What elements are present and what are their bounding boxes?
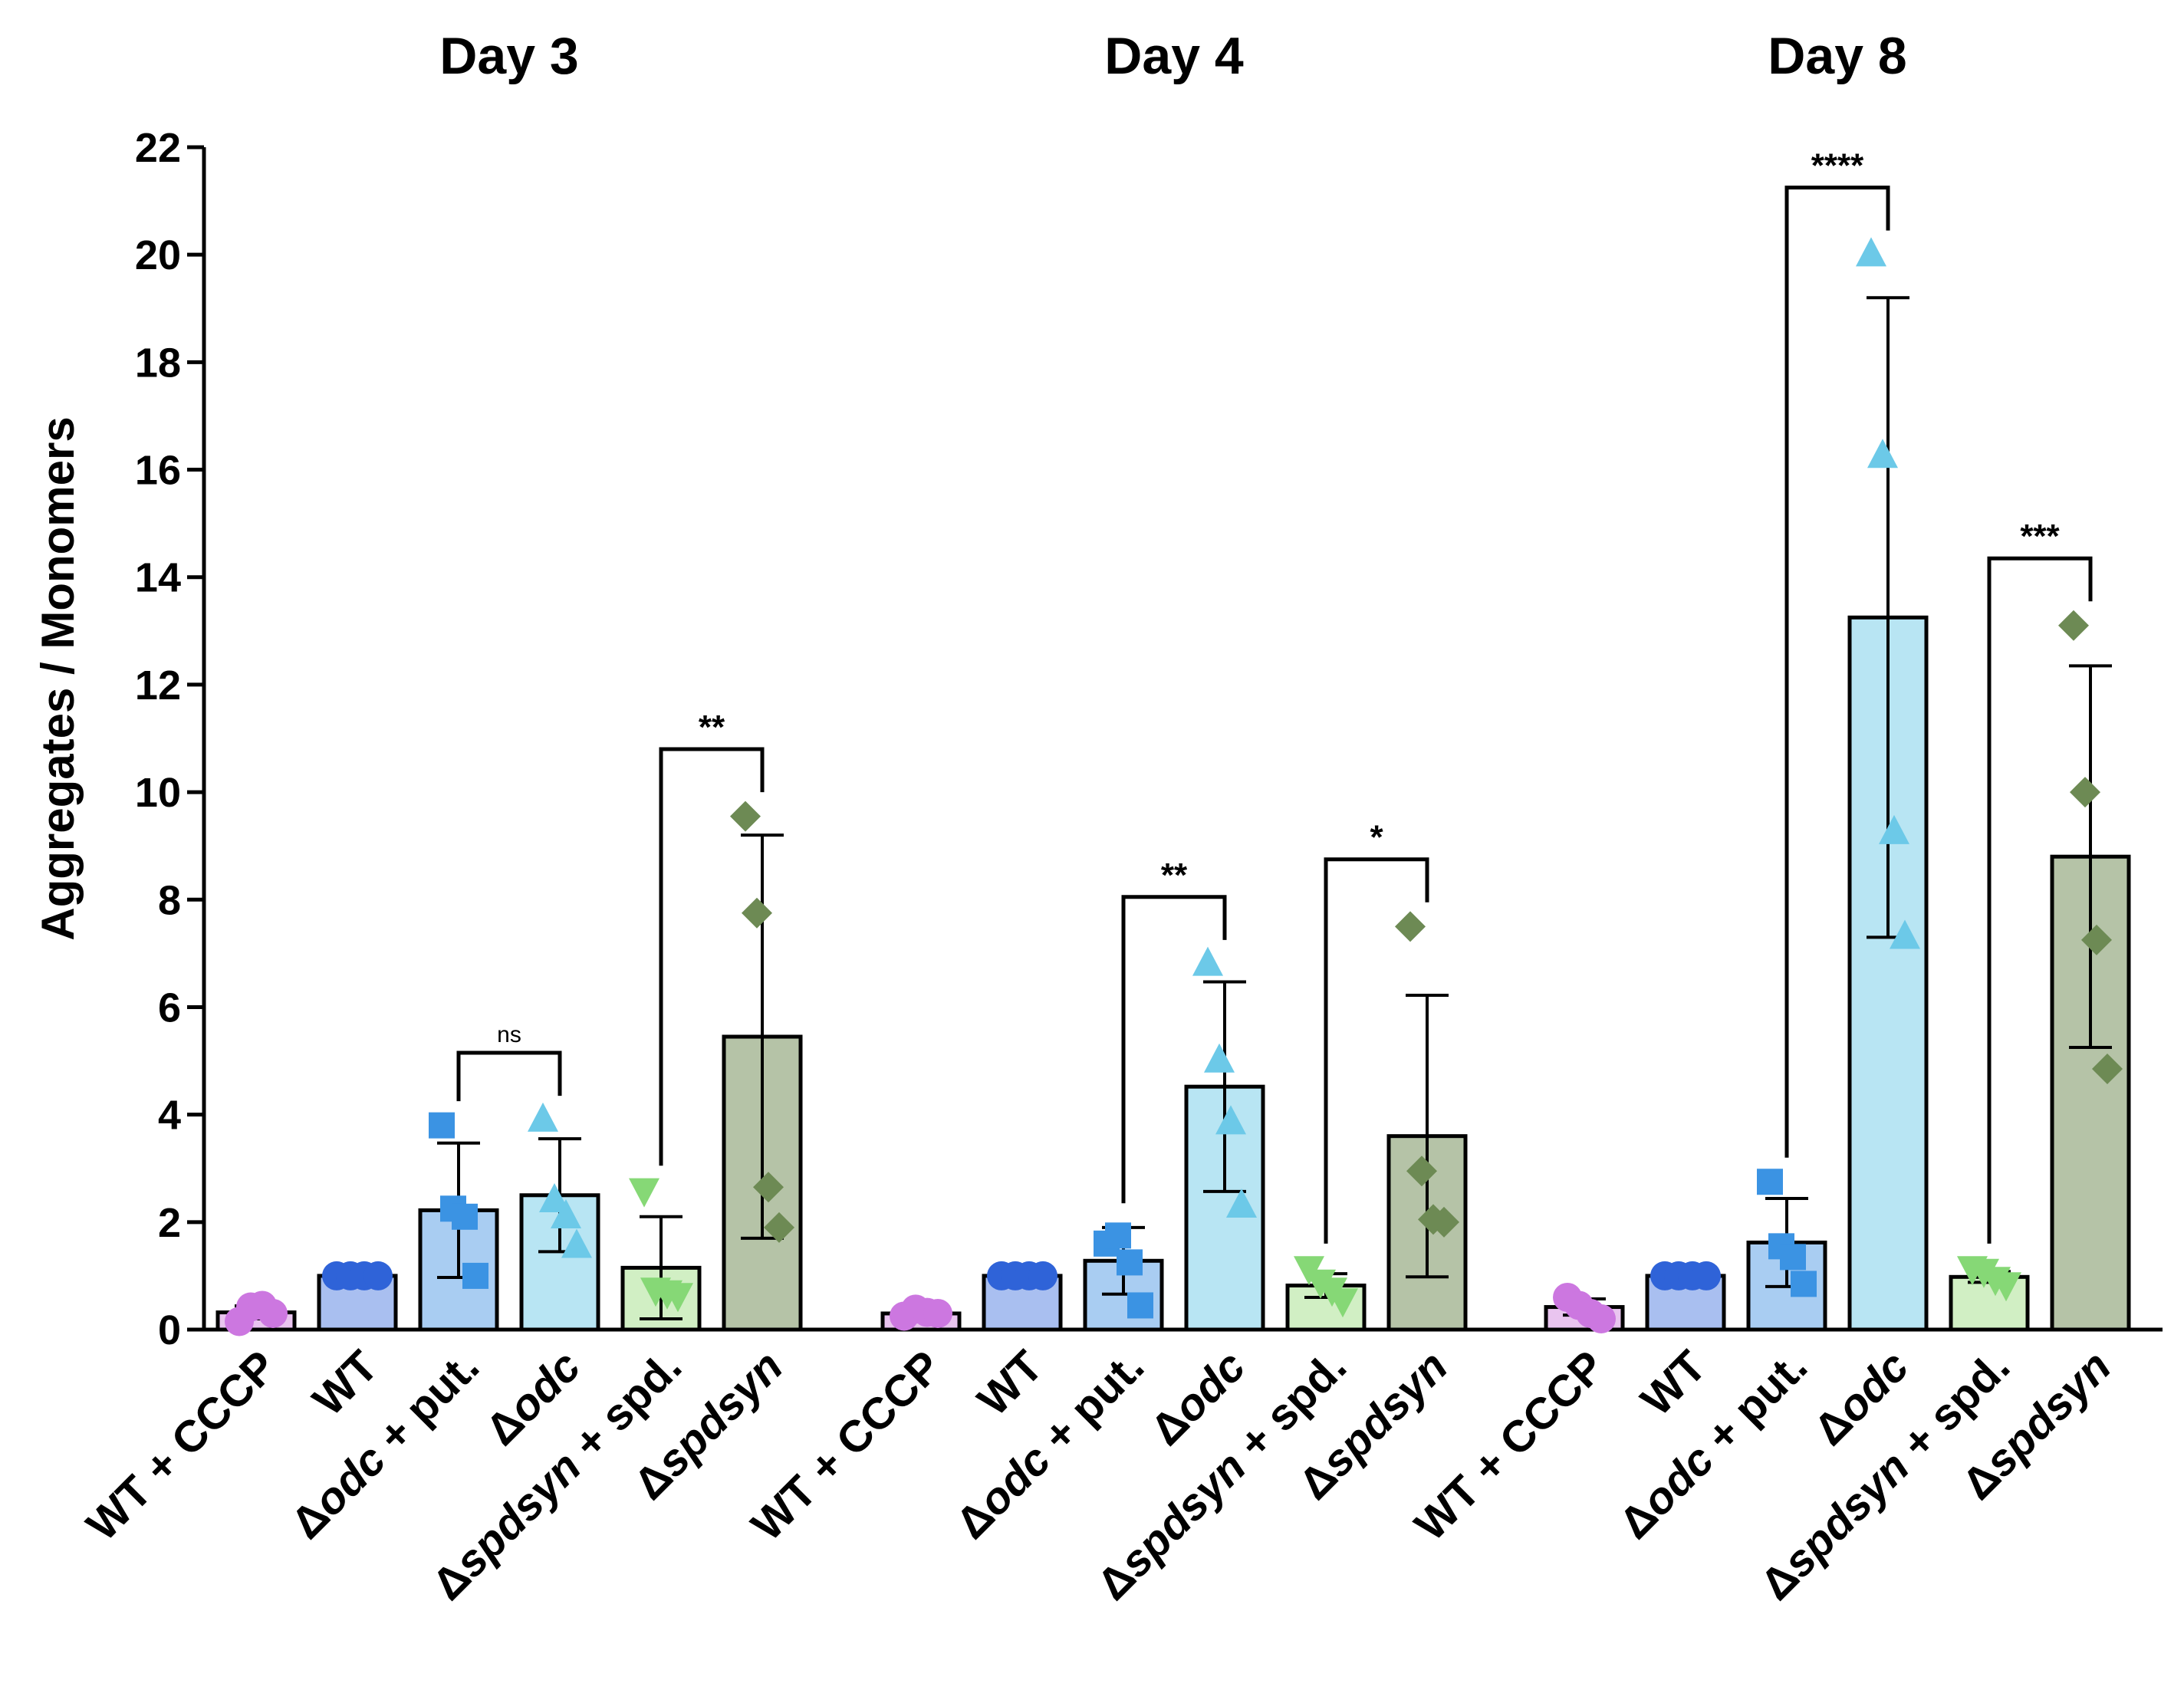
data-point <box>1856 237 1886 267</box>
y-tick-label: 0 <box>158 1307 181 1353</box>
data-point <box>1991 1272 2021 1302</box>
y-tick-label: 10 <box>135 770 181 816</box>
data-point <box>528 1102 558 1132</box>
significance-bracket <box>1987 556 2093 1244</box>
x-tick-label: WT <box>303 1341 387 1425</box>
data-point <box>753 1172 784 1203</box>
data-point <box>462 1262 488 1289</box>
x-tick-label-part: WT <box>968 1341 1052 1425</box>
data-point <box>1429 1206 1459 1238</box>
significance-label: ** <box>1161 856 1188 894</box>
data-point <box>629 1178 659 1208</box>
data-point <box>551 1199 581 1229</box>
x-tick-label: WT + CCCP <box>77 1341 287 1550</box>
significance-bracket <box>1324 857 1429 1244</box>
significance-label: ** <box>699 708 725 746</box>
data-point <box>1890 919 1920 949</box>
data-point <box>1226 1188 1257 1218</box>
data-point <box>1757 1169 1783 1195</box>
y-tick-label: 16 <box>135 448 181 494</box>
data-point <box>1117 1249 1143 1276</box>
significance-label: *** <box>2020 518 2060 555</box>
data-point <box>1867 439 1898 468</box>
significance-label: **** <box>1811 147 1864 185</box>
x-tick-label-part: spdsyn <box>446 1442 591 1587</box>
group-title: Day 3 <box>439 27 578 85</box>
data-point <box>1215 1105 1246 1135</box>
data-points <box>225 237 2123 1336</box>
data-point <box>2092 1054 2123 1085</box>
significance-label: * <box>1370 819 1383 856</box>
data-point <box>561 1228 592 1258</box>
data-point <box>429 1112 455 1139</box>
x-tick-label: WT <box>1631 1341 1715 1425</box>
y-tick-label: 2 <box>158 1200 181 1246</box>
y-tick-label: 4 <box>158 1093 181 1139</box>
data-point <box>1692 1261 1721 1290</box>
data-point <box>663 1283 693 1313</box>
y-tick-label: 6 <box>158 985 181 1031</box>
x-tick-label: WT <box>968 1341 1052 1425</box>
data-point <box>1327 1288 1358 1318</box>
x-tick-label: Δodc + put. <box>281 1341 488 1548</box>
bar <box>1949 1274 2030 1332</box>
significance-bracket <box>456 1050 562 1102</box>
data-point <box>363 1261 393 1290</box>
significance-bracket <box>1784 186 1890 1158</box>
x-tick-label-part: + put. <box>360 1341 488 1470</box>
y-tick-label: 20 <box>135 232 181 278</box>
group-title: Day 4 <box>1104 27 1244 85</box>
data-point <box>1204 1043 1235 1073</box>
data-point <box>452 1203 478 1230</box>
significance-label: ns <box>497 1022 521 1047</box>
bars <box>215 615 2131 1332</box>
significance-bracket <box>1121 895 1227 1204</box>
significance-bracket <box>659 747 765 1166</box>
y-tick-label: 14 <box>135 555 181 601</box>
data-point <box>1105 1222 1131 1249</box>
data-point <box>1028 1261 1057 1290</box>
x-tick-label-part: + put. <box>1025 1341 1153 1470</box>
x-tick-label: Δodc + put. <box>1610 1341 1817 1548</box>
data-point <box>1780 1244 1806 1271</box>
data-point <box>539 1182 570 1212</box>
data-point <box>923 1298 952 1328</box>
x-tick-label-part: WT <box>1631 1341 1715 1425</box>
y-tick-label: 8 <box>158 877 181 923</box>
x-tick-label-part: spdsyn <box>1774 1442 1919 1587</box>
group-titles: Day 3 Day 4 Day 8 <box>439 27 1906 85</box>
data-point <box>1587 1304 1616 1333</box>
data-point <box>1879 814 1909 844</box>
x-tick-label: Δodc + put. <box>946 1341 1153 1548</box>
x-tick-label-part: + put. <box>1688 1341 1817 1470</box>
data-point <box>1406 1156 1437 1187</box>
data-point <box>2058 610 2089 641</box>
data-point <box>730 801 761 832</box>
data-point <box>258 1298 288 1328</box>
x-tick-label-part: WT <box>303 1341 387 1425</box>
data-point <box>742 897 772 929</box>
y-tick-label: 12 <box>135 662 181 708</box>
y-tick-label: 22 <box>135 125 181 171</box>
data-point <box>2070 777 2100 808</box>
data-point <box>1791 1271 1817 1297</box>
data-point <box>2081 924 2112 955</box>
significance-brackets: ns************ <box>456 147 2093 1244</box>
data-point <box>1127 1292 1153 1319</box>
x-tick-label-part: WT + CCCP <box>77 1341 287 1550</box>
data-point <box>1395 911 1426 942</box>
y-axis-label: Aggregates / Monomers <box>32 416 84 940</box>
error-bars <box>235 296 2112 1320</box>
data-point <box>764 1211 794 1243</box>
x-tick-label-part: spdsyn <box>1110 1442 1256 1587</box>
y-tick-label: 18 <box>135 340 181 386</box>
data-point <box>1192 946 1223 976</box>
group-title: Day 8 <box>1768 27 1906 85</box>
